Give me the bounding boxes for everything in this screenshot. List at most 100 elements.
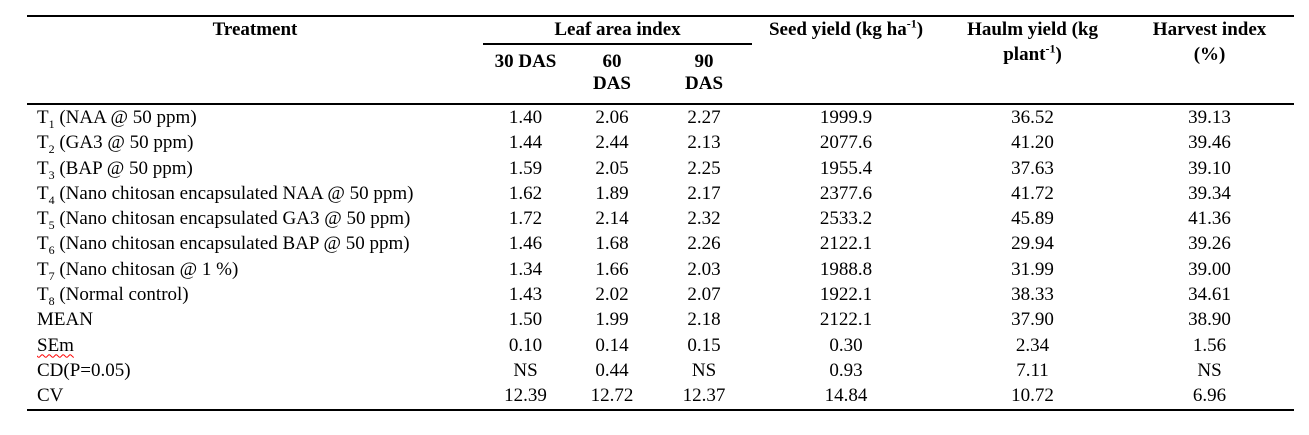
seed-yield-value: 1955.4 — [819, 157, 873, 179]
harvest-index-value: 39.13 — [1188, 107, 1231, 128]
lai-90-value: 12.37 — [682, 385, 726, 407]
lai-60-value: 2.05 — [595, 157, 629, 179]
lai-30-value: NS — [513, 359, 538, 381]
row-t7: T7 (Nano chitosan @ 1 %) 1.34 1.66 2.03 … — [27, 257, 1294, 282]
lai-30-value: 1.34 — [508, 258, 543, 280]
header-row-sub: 30 DAS 60 DAS 90 DAS — [27, 44, 1294, 105]
haulm-yield-value: 41.72 — [1011, 182, 1054, 204]
row-t3: T3 (BAP @ 50 ppm) 1.59 2.05 2.25 1955.4 … — [27, 156, 1294, 181]
treatment-subscript: 5 — [48, 217, 55, 232]
header-row-top: Treatment Leaf area index Seed yield (kg… — [27, 16, 1295, 105]
seed-yield-value: 1988.8 — [819, 258, 873, 280]
seed-yield-value: 1922.1 — [819, 284, 873, 306]
seed-yield-value: 0.93 — [829, 359, 863, 381]
treatment-column-header: Treatment — [27, 16, 483, 105]
lai-30-value: 1.50 — [508, 309, 543, 331]
haulm-yield-value: 10.72 — [1011, 385, 1054, 407]
haulm-yield-value: 38.33 — [1011, 284, 1054, 306]
lai-30-value: 1.43 — [508, 284, 543, 306]
lai-90-value: 2.32 — [687, 208, 721, 230]
haulm-yield-value: 7.11 — [1016, 359, 1049, 381]
seed-yield-column-header: Seed yield (kg ha-1) — [752, 16, 941, 105]
harvest-index-value: 34.61 — [1188, 284, 1231, 306]
haulm-yield-value: 37.90 — [1011, 309, 1054, 331]
treatment-header-label: Treatment — [212, 19, 298, 40]
lai-60-value: 2.02 — [595, 284, 629, 306]
treatment-subscript: 1 — [48, 116, 55, 131]
lai-60-value: 1.66 — [595, 258, 629, 280]
row-t2: T2 (GA3 @ 50 ppm) 1.44 2.44 2.13 2077.6 … — [27, 130, 1294, 155]
leaf-area-index-spanner-header: Leaf area index — [483, 16, 753, 45]
harvest-index-value: 39.34 — [1188, 182, 1231, 204]
lai-90-value: 2.07 — [687, 284, 721, 306]
lai-60-value: 1.89 — [595, 182, 629, 204]
treatment-cell: T6 (Nano chitosan encapsulated BAP @ 50 … — [37, 233, 410, 258]
lai-60-value: 1.99 — [595, 309, 629, 331]
row-sem: SEm 0.10 0.14 0.15 0.30 2.34 1.56 — [27, 333, 1294, 358]
treatment-subscript: 2 — [48, 142, 55, 157]
lai-60-value: 0.44 — [595, 359, 629, 381]
harvest-index-value: 39.00 — [1188, 258, 1231, 280]
seed-yield-value: 1999.9 — [819, 107, 873, 128]
treatment-subscript: 4 — [48, 192, 55, 207]
das-60-column-header: 60 DAS — [568, 44, 656, 105]
lai-30-value: 1.59 — [508, 157, 543, 179]
haulm-yield-value: 29.94 — [1011, 233, 1054, 255]
harvest-index-value: NS — [1197, 359, 1222, 381]
seed-yield-value: 2077.6 — [819, 132, 873, 154]
lai-90-value: 2.13 — [687, 132, 721, 154]
treatment-cell: SEm — [27, 333, 483, 358]
treatment-cell: T1 (NAA @ 50 ppm) — [37, 107, 197, 131]
table-header: Treatment Leaf area index Seed yield (kg… — [27, 16, 1295, 105]
haulm-yield-value: 31.99 — [1011, 258, 1054, 280]
treatment-cell: T5 (Nano chitosan encapsulated GA3 @ 50 … — [37, 208, 411, 232]
harvest-index-value: 39.46 — [1188, 132, 1231, 154]
lai-90-value: 2.26 — [687, 233, 721, 255]
treatment-subscript: 3 — [48, 167, 55, 182]
lai-90-value: NS — [691, 359, 717, 381]
lai-90-value: 2.18 — [687, 309, 721, 331]
haulm-yield-value: 45.89 — [1011, 208, 1054, 230]
seed-yield-value: 2122.1 — [819, 233, 873, 255]
lai-60-value: 0.14 — [595, 334, 629, 356]
seed-yield-value: 0.30 — [829, 334, 863, 356]
haulm-yield-value: 37.63 — [1011, 157, 1054, 179]
seed-yield-value: 2122.1 — [819, 309, 873, 331]
harvest-index-value: 39.26 — [1188, 233, 1231, 255]
lai-60-value: 12.72 — [590, 385, 634, 407]
leaf-area-index-label: Leaf area index — [554, 19, 681, 40]
das-90-column-header: 90 DAS — [656, 44, 753, 105]
treatment-cell: T4 (Nano chitosan encapsulated NAA @ 50 … — [37, 182, 414, 207]
harvest-index-value: 41.36 — [1188, 208, 1231, 230]
lai-60-value: 2.44 — [595, 132, 629, 154]
treatment-cell: MEAN — [37, 309, 93, 331]
lai-60-value: 2.14 — [595, 208, 629, 230]
treatment-subscript: 7 — [48, 268, 55, 283]
row-t1: T1 (NAA @ 50 ppm) 1.40 2.06 2.27 1999.9 … — [27, 104, 1294, 130]
lai-90-value: 2.03 — [687, 258, 721, 280]
treatment-subscript: 8 — [48, 293, 55, 308]
lai-30-value: 1.44 — [508, 132, 543, 154]
lai-30-value: 1.40 — [508, 107, 543, 128]
haulm-yield-value: 2.34 — [1015, 334, 1050, 356]
haulm-yield-column-header: Haulm yield (kg plant-1) — [940, 16, 1126, 105]
results-table: Treatment Leaf area index Seed yield (kg… — [27, 15, 1295, 411]
lai-90-value: 2.25 — [687, 157, 721, 179]
superscript-minus1: -1 — [906, 16, 917, 31]
seed-yield-value: 14.84 — [824, 385, 868, 407]
spellcheck-underlined-text: SEm — [37, 334, 74, 356]
haulm-yield-value: 41.20 — [1011, 132, 1054, 154]
lai-30-value: 1.72 — [508, 208, 543, 230]
harvest-index-value: 1.56 — [1192, 334, 1227, 356]
harvest-index-value: 38.90 — [1188, 309, 1231, 331]
harvest-index-column-header: Harvest index (%) — [1125, 16, 1295, 105]
lai-90-value: 2.27 — [687, 107, 721, 128]
lai-90-value: 2.17 — [687, 182, 721, 204]
lai-30-value: 1.46 — [508, 233, 543, 255]
superscript-minus1: -1 — [1045, 41, 1056, 56]
lai-30-value: 1.62 — [508, 182, 543, 204]
haulm-yield-value: 36.52 — [1011, 107, 1054, 128]
harvest-index-value: 6.96 — [1192, 385, 1227, 407]
row-t4: T4 (Nano chitosan encapsulated NAA @ 50 … — [27, 181, 1294, 206]
seed-yield-value: 2533.2 — [819, 208, 873, 230]
